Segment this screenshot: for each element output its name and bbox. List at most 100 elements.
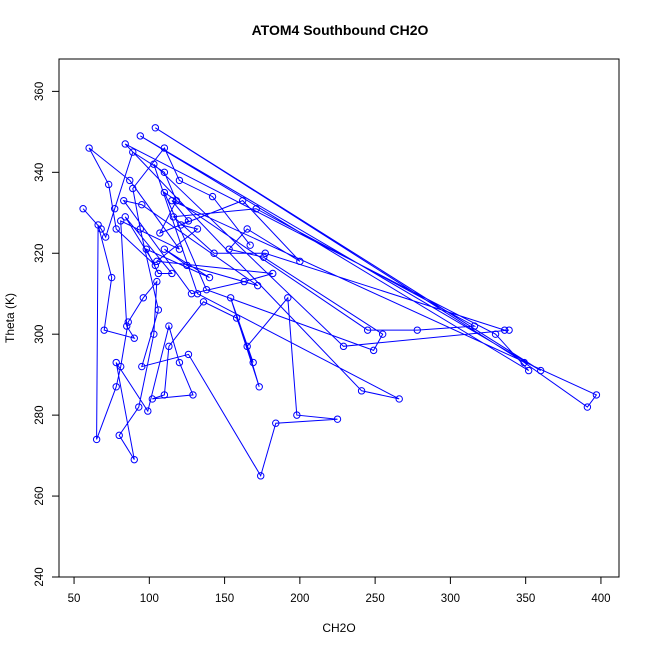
data-point <box>272 419 280 427</box>
data-point <box>583 403 592 411</box>
data-point <box>160 391 169 399</box>
data-point <box>175 176 184 185</box>
data-point <box>117 217 125 225</box>
data-point <box>252 205 260 213</box>
data-point <box>156 229 164 237</box>
data-point <box>165 322 173 330</box>
y-tick-label: 240 <box>34 567 46 586</box>
data-point <box>363 326 372 334</box>
y-axis-label: Theta (K) <box>3 293 17 343</box>
data-point <box>153 257 161 266</box>
data-point <box>184 217 193 225</box>
data-point <box>160 245 169 253</box>
data-point <box>592 391 601 399</box>
data-point <box>249 358 257 367</box>
data-point <box>144 407 152 415</box>
data-point <box>136 225 144 233</box>
data-point <box>148 395 157 403</box>
data-point <box>470 322 479 330</box>
series-line <box>82 127 598 478</box>
data-point <box>169 213 178 221</box>
data-point <box>129 184 137 193</box>
data-point <box>100 326 108 334</box>
data-point <box>168 269 176 278</box>
data-point <box>150 160 158 168</box>
data-point <box>254 281 262 290</box>
data-point <box>150 330 158 338</box>
data-point <box>136 132 144 140</box>
data-point <box>232 314 241 322</box>
data-point <box>79 205 87 213</box>
data-point <box>107 273 116 282</box>
data-point <box>500 326 509 334</box>
data-point <box>296 257 304 266</box>
data-point <box>123 322 131 330</box>
data-point <box>205 273 214 282</box>
data-point <box>243 342 251 351</box>
data-point <box>537 366 545 375</box>
data-point <box>175 358 184 367</box>
data-point <box>183 261 191 270</box>
data-point <box>269 269 277 278</box>
data-point <box>240 277 248 286</box>
x-tick-label: 400 <box>591 593 610 605</box>
data-point <box>92 435 101 444</box>
data-point <box>189 391 197 399</box>
data-point <box>284 294 292 302</box>
x-tick-label: 350 <box>516 593 535 605</box>
data-point <box>139 294 148 302</box>
data-point <box>104 180 113 189</box>
data-point <box>524 366 533 375</box>
data-point <box>193 225 202 233</box>
data-point <box>491 330 500 338</box>
data-point <box>115 431 123 440</box>
data-point <box>124 318 132 326</box>
x-tick-label: 300 <box>441 593 460 605</box>
y-tick-label: 340 <box>34 163 46 182</box>
data-point <box>85 144 93 152</box>
data-point <box>208 192 217 201</box>
chart-title: ATOM4 Southbound CH2O <box>252 22 429 38</box>
data-point <box>199 298 208 306</box>
data-point <box>160 144 169 152</box>
data-point <box>112 383 120 391</box>
data-point <box>246 241 254 249</box>
data-point <box>333 415 342 423</box>
data-point <box>520 358 528 367</box>
data-point <box>94 221 102 229</box>
data-point <box>151 124 160 132</box>
data-point <box>110 205 119 213</box>
x-tick-label: 150 <box>215 593 234 605</box>
data-point <box>154 306 163 314</box>
data-point <box>120 196 128 205</box>
data-point <box>187 290 196 298</box>
x-axis: 50 100 150 200 250 300 350 400 <box>68 576 611 605</box>
y-tick-label: 300 <box>34 325 46 344</box>
data-point <box>168 196 176 205</box>
data-point <box>257 472 265 480</box>
data-point <box>369 346 378 355</box>
data-point <box>260 253 268 261</box>
data-point <box>121 213 129 221</box>
data-point <box>117 362 125 371</box>
series-points <box>79 124 601 480</box>
x-axis-label: CH2O <box>322 621 355 635</box>
data-point <box>130 455 138 464</box>
data-point <box>395 395 403 403</box>
data-point <box>135 403 143 411</box>
x-tick-label: 50 <box>68 593 81 605</box>
data-point <box>184 350 193 359</box>
y-tick-label: 260 <box>34 486 46 505</box>
data-point <box>293 411 301 419</box>
data-point <box>238 196 247 205</box>
y-axis: 240 260 280 300 320 340 360 <box>34 82 60 587</box>
data-point <box>172 196 181 205</box>
x-tick-label: 100 <box>140 593 159 605</box>
data-point <box>255 383 263 391</box>
data-point <box>138 200 146 209</box>
data-point <box>413 326 421 334</box>
data-point <box>160 168 169 177</box>
data-point <box>210 249 218 257</box>
